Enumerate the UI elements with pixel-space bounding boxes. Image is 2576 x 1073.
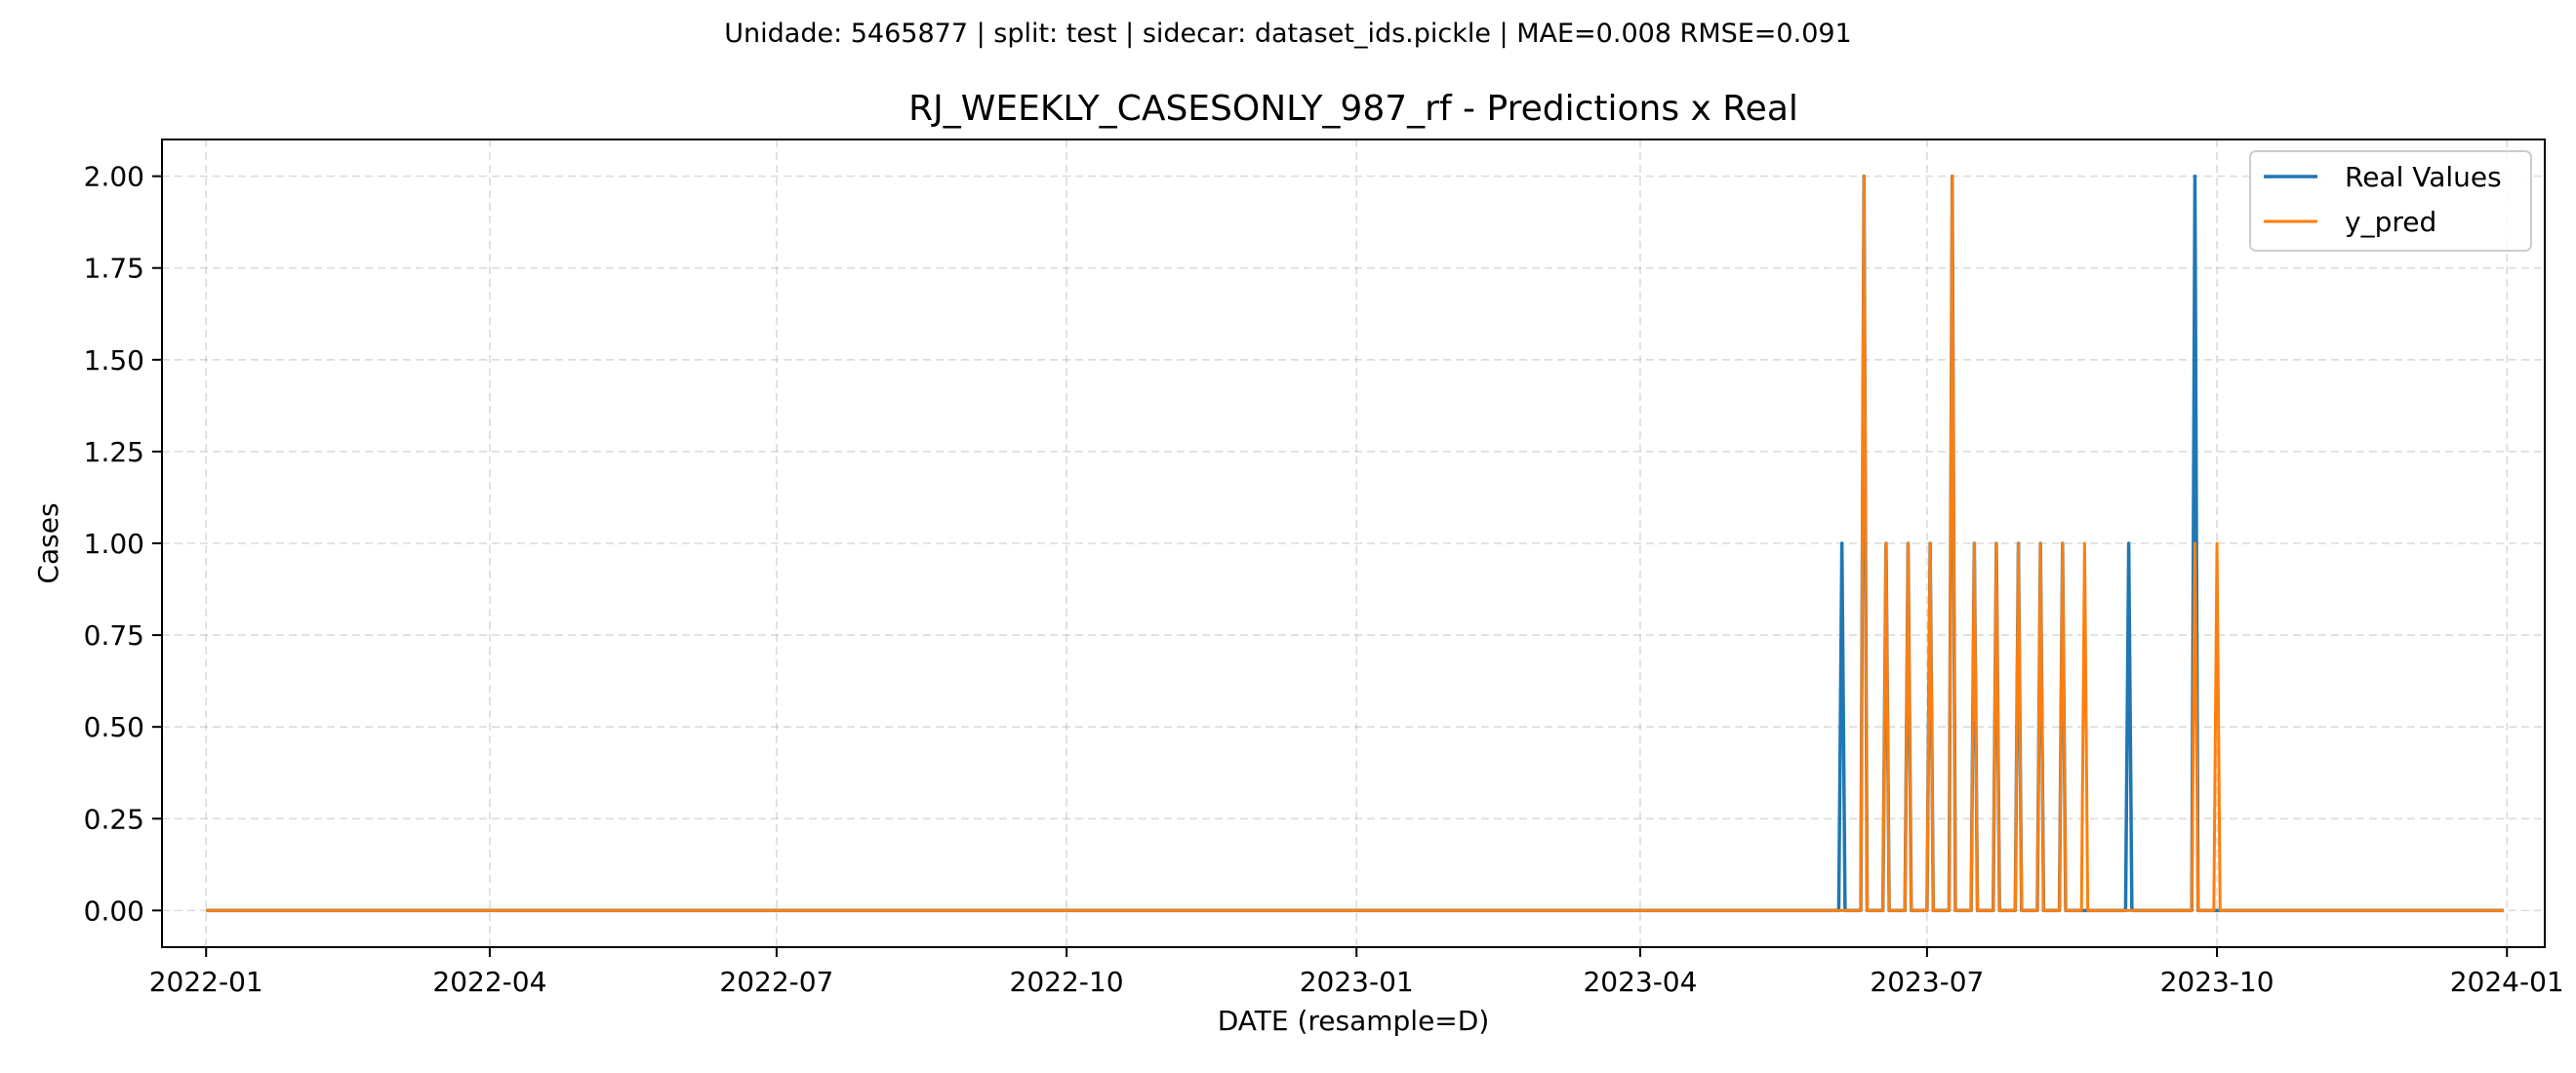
x-tick-label: 2023-04 [1583, 966, 1697, 998]
x-tick-label: 2024-01 [2450, 966, 2564, 998]
x-tick-label: 2023-07 [1870, 966, 1984, 998]
y-tick-label: 0.75 [84, 619, 144, 652]
chart-title: RJ_WEEKLY_CASESONLY_987_rf - Predictions… [908, 89, 1798, 129]
legend-label-real-values: Real Values [2345, 161, 2502, 193]
y-axis: 0.00 0.25 0.50 0.75 1.00 1.25 1.50 1.75 2.00 [84, 161, 162, 927]
y-tick-label: 1.25 [84, 436, 144, 468]
x-axis: 2022-01 2022-04 2022-07 2022-10 2023-01 2023-… [149, 947, 2564, 998]
chart-suptitle: Unidade: 5465877 | split: test | sidecar… [724, 19, 1851, 49]
series-line-y-pred [206, 175, 2505, 912]
plot-layer [206, 174, 2505, 913]
x-tick-label: 2022-04 [432, 966, 546, 998]
x-axis-label: DATE (resample=D) [1218, 1005, 1490, 1037]
x-tick-label: 2022-10 [1010, 966, 1124, 998]
y-tick-label: 1.00 [84, 528, 144, 560]
grid-layer [162, 139, 2545, 947]
y-tick-label: 1.50 [84, 344, 144, 377]
y-tick-label: 1.75 [84, 253, 144, 285]
x-tick-label: 2023-10 [2160, 966, 2274, 998]
y-tick-label: 0.50 [84, 711, 144, 743]
legend-label-y-pred: y_pred [2345, 206, 2436, 238]
y-tick-label: 0.25 [84, 803, 144, 835]
y-tick-label: 0.00 [84, 894, 144, 927]
x-tick-label: 2022-01 [149, 966, 263, 998]
y-tick-label: 2.00 [84, 161, 144, 193]
legend: Real Values y_pred [2249, 150, 2532, 252]
x-tick-label: 2022-07 [719, 966, 833, 998]
y-axis-label: Cases [32, 502, 64, 583]
x-tick-label: 2023-01 [1300, 966, 1414, 998]
legend-box [2249, 150, 2532, 252]
